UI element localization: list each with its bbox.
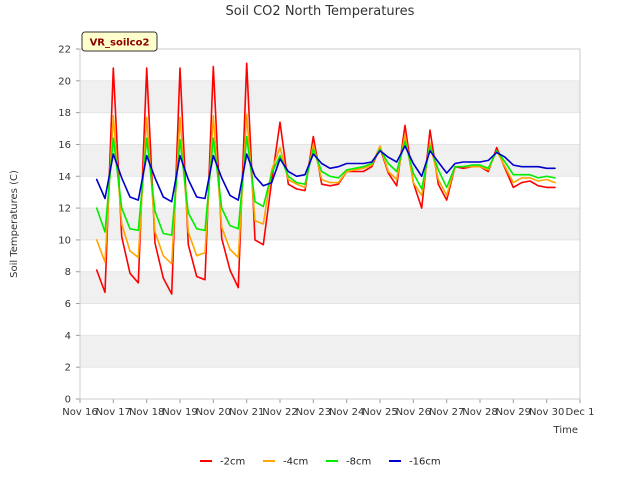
- station-badge-box: [81, 31, 158, 52]
- series-line-minus-4cm: [95, 113, 556, 265]
- y-tick-label: 16: [58, 140, 71, 151]
- legend-label: -16cm: [409, 457, 441, 468]
- x-tick-label: Nov 26: [396, 407, 431, 418]
- plot-band: [80, 271, 580, 304]
- y-tick-label: 4: [65, 331, 71, 342]
- series-line-minus-8cm: [95, 135, 556, 236]
- plot-band: [80, 80, 580, 113]
- legend-item: -16cm: [389, 457, 441, 468]
- x-axis-label: Time: [553, 425, 578, 436]
- x-tick-label: Nov 16: [62, 407, 97, 418]
- x-tick-label: Nov 27: [429, 407, 464, 418]
- x-tick-label: Nov 28: [462, 407, 497, 418]
- plot-band: [80, 49, 580, 81]
- y-tick-label: 20: [58, 76, 71, 87]
- x-tick-label: Nov 21: [229, 407, 264, 418]
- legend: -2cm -4cm -8cm -16cm: [200, 457, 441, 468]
- series-line-minus-16cm: [95, 145, 556, 203]
- legend-item: -2cm: [200, 457, 245, 468]
- plot-band: [80, 144, 580, 177]
- x-tick-label: Nov 24: [329, 407, 364, 418]
- x-tick-label: Nov 25: [362, 407, 397, 418]
- series-layer: [95, 62, 556, 295]
- plot-band: [80, 208, 580, 240]
- y-tick-label: 12: [58, 204, 71, 215]
- x-tick-label: Nov 30: [529, 407, 564, 418]
- x-tick-label: Dec 1: [566, 407, 595, 418]
- y-axis: 0 2 4 6 8 10 12 14 16 18 20 22: [58, 45, 80, 406]
- y-tick-label: 2: [65, 363, 71, 374]
- y-tick-label: 8: [65, 267, 71, 278]
- legend-label: -2cm: [220, 457, 245, 468]
- x-tick-label: Nov 18: [129, 407, 164, 418]
- x-tick-label: Nov 20: [196, 407, 231, 418]
- y-tick-label: 14: [58, 172, 71, 183]
- legend-label: -8cm: [346, 457, 371, 468]
- x-tick-label: Nov 23: [296, 407, 331, 418]
- y-tick-label: 22: [58, 45, 71, 56]
- chart-title: Soil CO2 North Temperatures: [226, 4, 415, 19]
- x-tick-label: Nov 17: [96, 407, 131, 418]
- station-badge: VR_soilco2: [81, 31, 158, 52]
- x-tick-label: Nov 29: [496, 407, 531, 418]
- plot-frame: [79, 48, 581, 400]
- y-tick-label: 6: [65, 299, 71, 310]
- y-tick-label: 0: [65, 395, 71, 406]
- legend-label: -4cm: [283, 457, 308, 468]
- plot-band: [80, 367, 580, 399]
- station-badge-label: VR_soilco2: [90, 38, 150, 49]
- plot-band: [80, 112, 580, 145]
- x-tick-label: Nov 19: [162, 407, 197, 418]
- plot-band: [80, 335, 580, 368]
- y-tick-label: 10: [58, 235, 71, 246]
- y-tick-label: 18: [58, 108, 71, 119]
- y-axis-label: Soil Temperatures (C): [9, 170, 20, 278]
- legend-item: -8cm: [326, 457, 371, 468]
- x-tick-label: Nov 22: [262, 407, 297, 418]
- plot-band: [80, 176, 580, 209]
- plot-band: [80, 303, 580, 336]
- legend-item: -4cm: [263, 457, 308, 468]
